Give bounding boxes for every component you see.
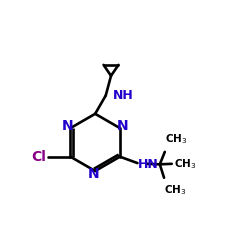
Text: CH$_3$: CH$_3$	[174, 157, 197, 171]
Text: CH$_3$: CH$_3$	[164, 183, 187, 197]
Text: N: N	[116, 118, 128, 132]
Text: Cl: Cl	[32, 150, 46, 164]
Text: N: N	[87, 168, 99, 181]
Text: HN: HN	[138, 158, 159, 171]
Text: NH: NH	[113, 88, 134, 102]
Text: N: N	[62, 118, 74, 132]
Text: CH$_3$: CH$_3$	[165, 132, 188, 146]
